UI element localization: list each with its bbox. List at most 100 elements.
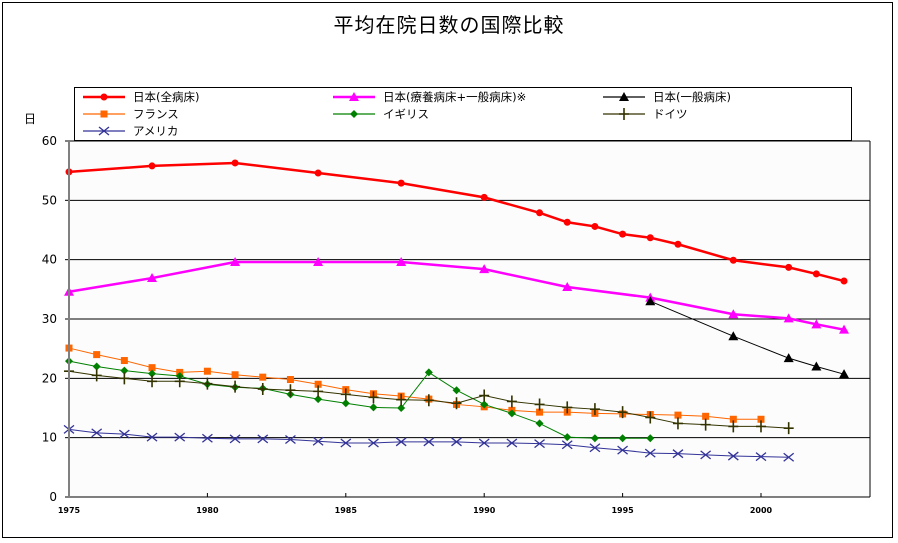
data-point <box>702 412 710 420</box>
data-point <box>286 376 294 384</box>
data-point <box>174 432 186 442</box>
legend-marker <box>349 92 359 101</box>
data-point <box>561 440 573 450</box>
y-tick-label: 10 <box>42 431 57 445</box>
data-point <box>148 364 156 372</box>
data-point <box>700 418 711 431</box>
data-point <box>812 270 820 278</box>
data-point <box>396 257 407 267</box>
data-point <box>119 372 130 385</box>
data-point <box>644 448 656 458</box>
legend-swatch <box>333 92 375 101</box>
y-tick-label: 0 <box>49 490 57 504</box>
data-point <box>397 404 406 412</box>
series-line <box>68 347 761 420</box>
data-point <box>229 434 241 444</box>
legend-marker <box>619 92 629 101</box>
data-point <box>257 434 269 444</box>
data-point <box>728 331 739 341</box>
data-point <box>562 401 573 414</box>
data-point <box>645 296 656 306</box>
series-0 <box>65 159 848 285</box>
data-point <box>589 403 600 416</box>
data-point <box>368 438 379 448</box>
data-point <box>727 451 739 461</box>
data-point <box>397 179 405 187</box>
legend-item-japan-longterm-general: 日本(療養病床+一般病床)※ <box>329 89 526 105</box>
x-tick-label: 1995 <box>611 506 634 515</box>
data-point <box>811 361 822 371</box>
data-point <box>757 415 765 423</box>
data-point <box>314 395 323 404</box>
data-point <box>479 264 490 274</box>
data-point <box>423 394 434 407</box>
data-point <box>313 385 324 398</box>
data-point <box>452 386 461 395</box>
legend-swatch <box>83 110 125 118</box>
data-point <box>507 409 516 418</box>
data-point <box>811 319 822 329</box>
data-point <box>451 397 462 410</box>
data-point <box>646 234 654 242</box>
data-point <box>728 309 739 319</box>
data-point <box>202 377 213 390</box>
series-4 <box>65 357 655 443</box>
data-point <box>755 452 767 462</box>
legend-item-uk: イギリス <box>329 106 429 122</box>
data-point <box>672 449 684 459</box>
data-point <box>92 362 101 371</box>
chart-title: 平均在院日数の国際比較 <box>333 13 565 37</box>
y-tick-label: 30 <box>42 312 57 326</box>
legend-swatch <box>603 92 645 101</box>
legend-label: フランス <box>133 107 179 121</box>
data-point <box>646 434 655 443</box>
data-point <box>147 273 158 283</box>
data-point <box>423 437 435 447</box>
data-point <box>839 324 850 334</box>
data-point <box>147 375 158 388</box>
series-6 <box>63 424 795 462</box>
data-point <box>479 389 490 402</box>
legend-label: 日本(全病床) <box>133 90 200 104</box>
legend-swatch <box>603 108 645 120</box>
x-tick-label: 2000 <box>750 506 773 515</box>
data-point <box>535 419 544 428</box>
data-point <box>617 445 629 455</box>
legend-item-japan-all-beds: 日本(全病床) <box>79 89 199 105</box>
y-tick-label: 60 <box>42 134 57 148</box>
data-point <box>536 209 544 217</box>
y-tick-label: 50 <box>42 193 57 207</box>
data-point <box>257 383 268 396</box>
legend-swatch <box>333 110 375 118</box>
data-point <box>91 369 102 382</box>
legend-swatch <box>83 93 125 101</box>
data-point <box>369 403 378 412</box>
legend-label: イギリス <box>383 107 429 121</box>
series-1 <box>64 257 850 334</box>
legend-marker <box>98 126 110 136</box>
data-point <box>314 380 322 388</box>
x-tick-label: 1975 <box>58 506 81 515</box>
data-point <box>174 375 185 388</box>
data-point <box>534 439 545 449</box>
data-point <box>312 436 324 446</box>
data-point <box>201 433 213 443</box>
y-tick-label: 20 <box>42 371 57 385</box>
data-point <box>563 218 571 226</box>
data-point <box>563 433 572 442</box>
data-point <box>203 367 211 375</box>
legend-item-france: フランス <box>79 106 179 122</box>
data-point <box>146 432 158 442</box>
data-point <box>785 263 793 271</box>
data-point <box>340 438 352 448</box>
series-5 <box>64 365 794 435</box>
series-2 <box>645 296 850 379</box>
legend-marker <box>100 110 108 118</box>
data-point <box>672 417 683 430</box>
data-point <box>230 257 241 267</box>
data-point <box>617 406 628 419</box>
legend-item-usa: アメリカ <box>79 123 178 139</box>
data-point <box>619 230 627 238</box>
data-point <box>396 393 407 406</box>
